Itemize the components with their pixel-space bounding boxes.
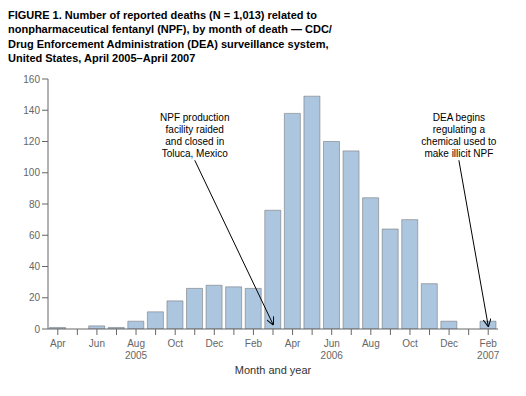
- svg-text:Dec: Dec: [205, 338, 223, 349]
- svg-text:Jun: Jun: [89, 338, 105, 349]
- svg-text:Oct: Oct: [167, 338, 183, 349]
- svg-text:Aug: Aug: [362, 338, 380, 349]
- svg-text:Oct: Oct: [402, 338, 418, 349]
- svg-text:100: 100: [23, 167, 40, 178]
- svg-text:Jun2006: Jun2006: [321, 338, 344, 361]
- svg-text:Feb2007: Feb2007: [477, 338, 500, 361]
- svg-text:60: 60: [29, 230, 41, 241]
- svg-text:Apr: Apr: [50, 338, 66, 349]
- svg-text:Feb: Feb: [245, 338, 263, 349]
- svg-text:0: 0: [34, 324, 40, 335]
- svg-text:DEA beginsregulating achemical: DEA beginsregulating achemical used toma…: [421, 112, 496, 159]
- svg-text:20: 20: [29, 292, 41, 303]
- svg-text:160: 160: [23, 74, 40, 85]
- html-text:FIGURE 1. Number of reported d: FIGURE 1. Number of reported deaths (N =…: [8, 9, 332, 64]
- svg-text:40: 40: [29, 261, 41, 272]
- svg-text:Dec: Dec: [440, 338, 458, 349]
- svg-text:Apr: Apr: [285, 338, 301, 349]
- svg-text:Month and year: Month and year: [235, 364, 312, 376]
- svg-text:140: 140: [23, 105, 40, 116]
- svg-text:120: 120: [23, 136, 40, 147]
- svg-text:NPF productionfacility raideda: NPF productionfacility raidedand closed …: [160, 112, 229, 159]
- svg-text:80: 80: [29, 199, 41, 210]
- svg-text:Aug2005: Aug2005: [125, 338, 148, 361]
